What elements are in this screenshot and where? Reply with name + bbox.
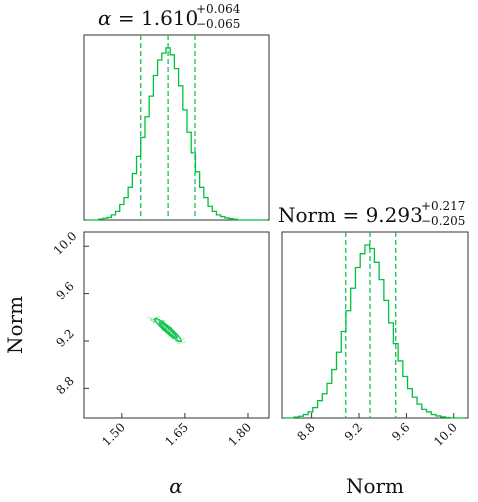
contour-sample-point [152,318,155,321]
norm-x-tick-label-3: 10.0 [431,420,460,449]
norm-histogram-frame [281,231,469,419]
norm-title-minus: −0.205 [421,214,465,228]
contour-x-tick-label-0: 1.50 [99,420,128,449]
x-axis-label-norm: Norm [346,474,404,498]
contour-inner [158,321,178,339]
contour-sample-point [177,342,180,344]
contour-sample-point [153,321,155,323]
norm-histogram-step [284,244,465,419]
contour-outer [154,317,183,343]
contour-x-tick-label-1: 1.65 [162,420,191,449]
norm-histogram-panel: 8.8 9.2 9.6 10.0 [281,231,469,449]
contour-sample-point [152,321,155,324]
svg-text:Norm = 9.293: Norm = 9.293 [278,203,423,227]
alpha-norm-contour-panel: 1.50 1.65 1.80 8.8 9.2 9.6 10.0 [51,229,270,449]
norm-title-name: Norm [278,203,336,227]
contour-sample-point [175,340,178,343]
contour-sample-point [150,317,153,320]
alpha-title-name: α [98,6,112,30]
alpha-histogram-frame [83,34,270,221]
alpha-title-eq: = [118,6,141,30]
x-axis-label-alpha: α [169,474,183,498]
contour-frame [83,231,270,419]
alpha-title-plus: +0.064 [196,2,241,16]
svg-text:α = 1.610: α = 1.610 [98,6,198,30]
contour-sample-point [174,340,177,343]
contour-sample-point [157,319,160,322]
contour-sample-point [156,316,158,318]
contour-sample-point [179,342,181,344]
contour-sample-point [171,333,174,335]
contour-y-tick-label-1: 9.2 [53,326,76,349]
contour-sample-point [152,320,154,322]
contour-sample-point [167,329,170,332]
contour-sample-point [153,321,155,323]
contour-sample-point [150,319,153,322]
contour-sample-point [149,317,152,319]
norm-title-eq: = [342,203,365,227]
contour-sample-point [184,341,186,343]
contour-sample-point [150,319,152,321]
alpha-histogram-step [86,47,267,221]
norm-title-plus: +0.217 [421,199,465,213]
contour-sample-point [181,341,184,344]
contour-y-tick-label-0: 8.8 [53,374,76,397]
norm-title: Norm = 9.293 +0.217 −0.205 [278,199,465,228]
contour-y-tick-label-2: 9.6 [53,279,76,302]
alpha-title-median: 1.610 [141,6,198,30]
y-axis-label-norm: Norm [3,296,27,354]
contour-sample-point [165,327,167,330]
norm-x-tick-label-1: 9.2 [342,420,365,443]
alpha-title: α = 1.610 +0.064 −0.065 [98,2,241,31]
contour-sample-point [152,318,155,321]
alpha-histogram-panel [83,34,270,221]
contour-sample-point [168,335,170,338]
contour-sample-point [162,319,165,322]
contour-y-tick-label-3: 10.0 [51,229,80,258]
alpha-title-minus: −0.065 [196,17,240,31]
norm-title-median: 9.293 [366,203,423,227]
norm-x-tick-label-0: 8.8 [294,420,317,443]
norm-x-tick-label-2: 9.6 [389,420,412,443]
contour-sample-point [164,326,166,328]
contour-sample-point [163,319,165,322]
contour-x-tick-label-2: 1.80 [225,420,254,449]
contour-sample-point [183,338,185,341]
contour-sample-point [147,316,150,319]
contour-sample-point [158,315,160,318]
